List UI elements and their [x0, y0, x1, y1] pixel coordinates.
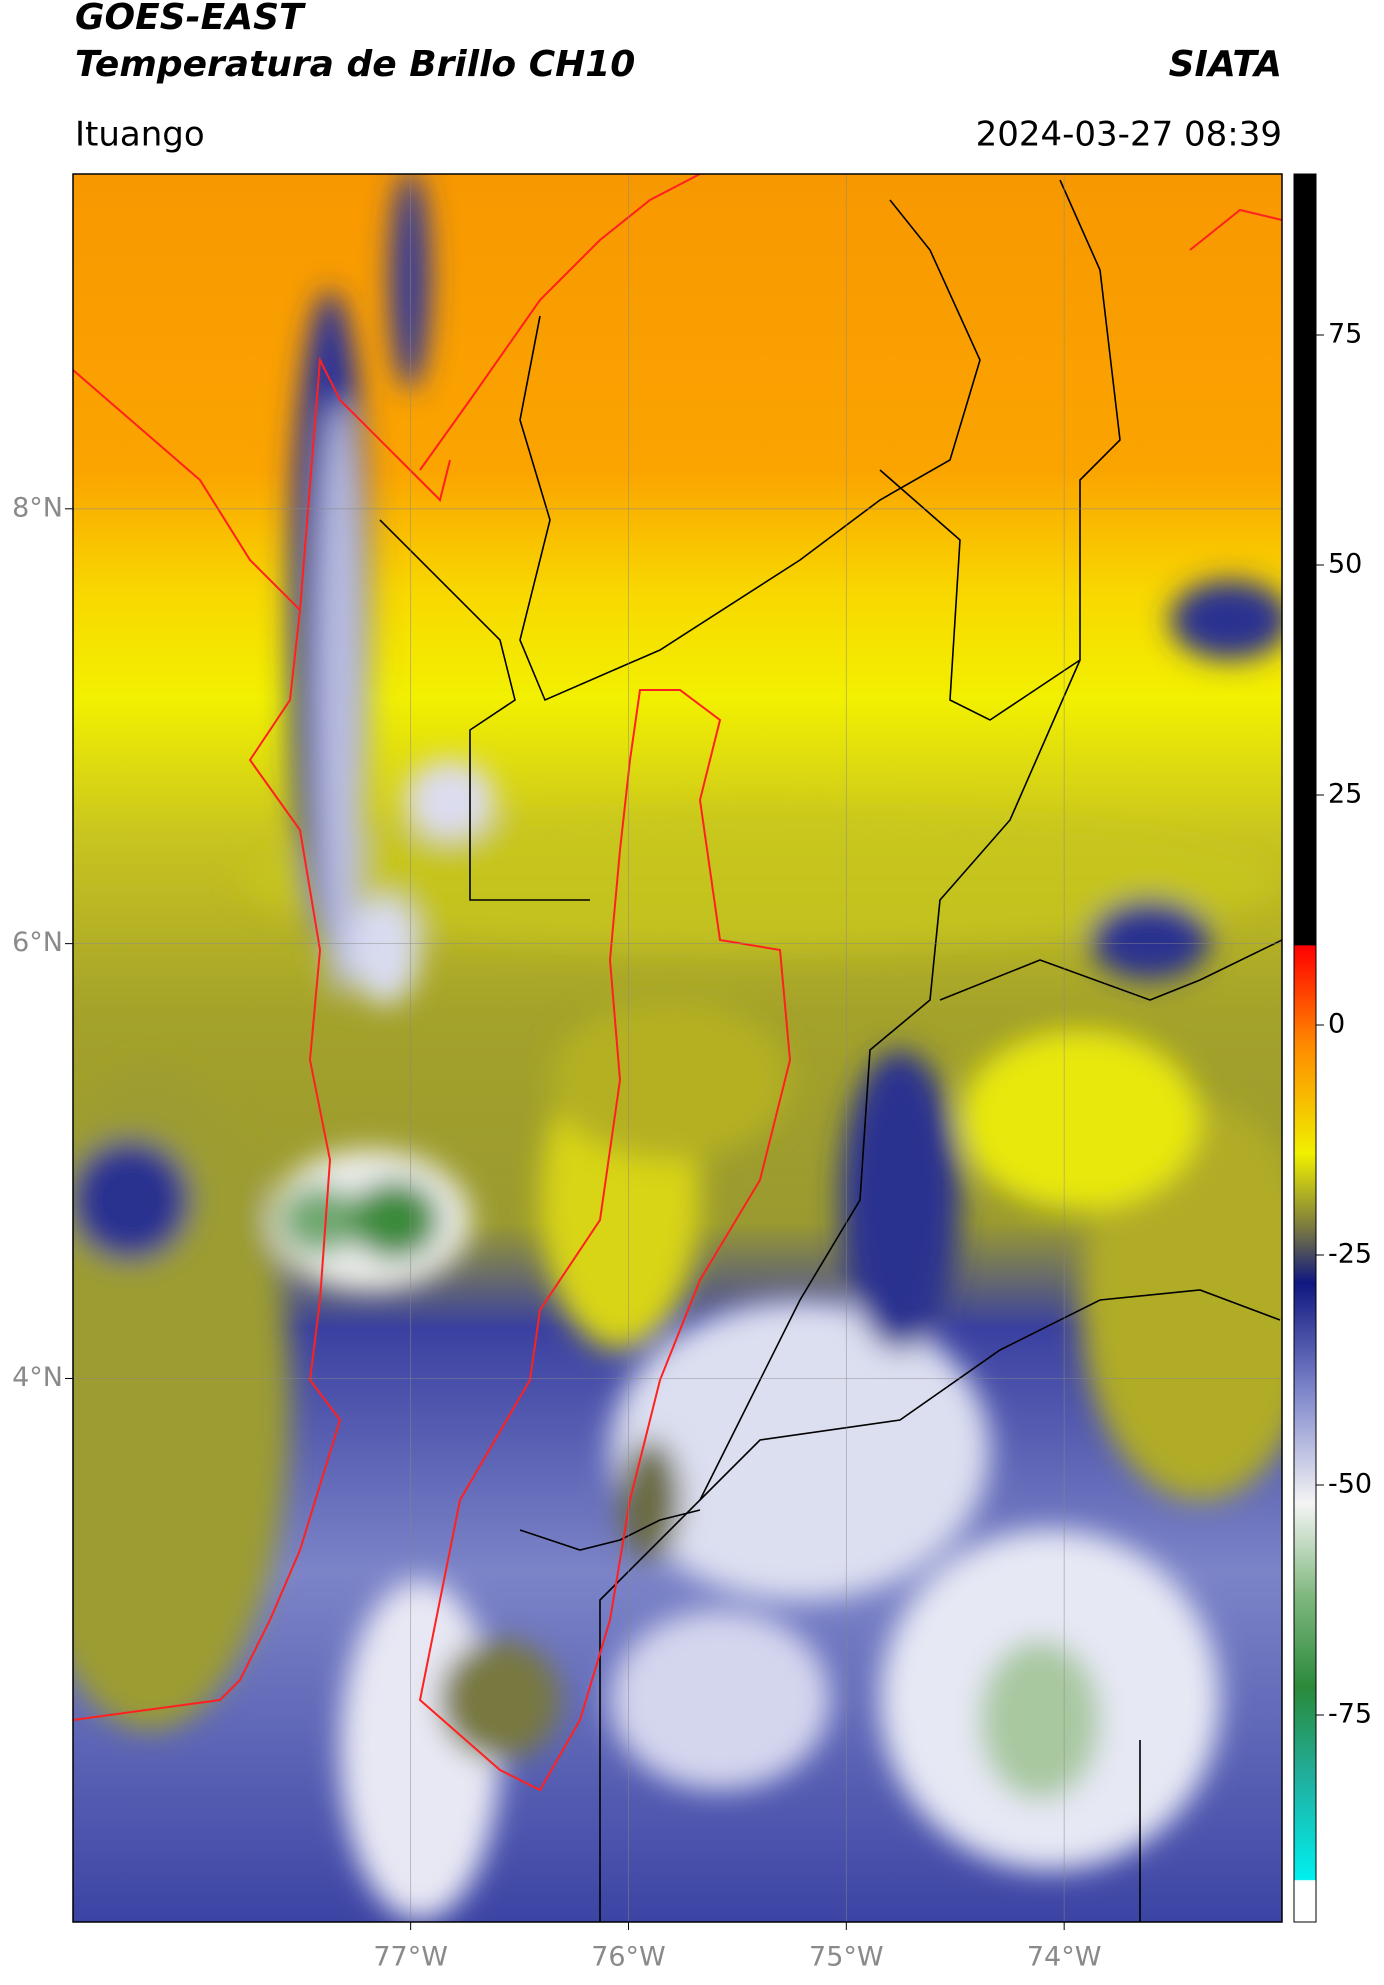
department-outline	[73, 174, 1282, 1792]
colorbar-tick-label: -50	[1328, 1469, 1372, 1500]
borders	[379, 179, 1282, 1922]
map-frame	[72, 173, 1283, 1923]
colorbar-tick-label: -75	[1328, 1699, 1372, 1730]
x-tick-label: 74°W	[1027, 1942, 1102, 1973]
y-tick-label: 8°N	[12, 492, 63, 523]
colorbar-tick-label: 50	[1328, 549, 1362, 580]
y-tick-label: 6°N	[12, 927, 63, 958]
subtitle: Temperatura de Brillo CH10	[75, 44, 635, 85]
colorbar-tick-label: 0	[1328, 1009, 1345, 1040]
timestamp: 2024-03-27 08:39	[976, 115, 1282, 155]
location: Ituango	[75, 115, 205, 155]
colorbar-tick-label: 75	[1328, 319, 1362, 350]
map	[73, 174, 1282, 1922]
y-tick-label: 4°N	[12, 1362, 63, 1393]
colorbar	[1293, 173, 1317, 1923]
x-tick-label: 75°W	[809, 1942, 884, 1973]
title: GOES-EAST	[75, 0, 306, 38]
colorbar-tick-label: 25	[1328, 779, 1362, 810]
graticule	[73, 174, 1282, 1922]
cloud-field	[73, 174, 1282, 1920]
x-tick-label: 77°W	[373, 1942, 448, 1973]
colorbar-tick-label: -25	[1328, 1239, 1372, 1270]
source: SIATA	[1169, 44, 1282, 85]
x-tick-label: 76°W	[591, 1942, 666, 1973]
